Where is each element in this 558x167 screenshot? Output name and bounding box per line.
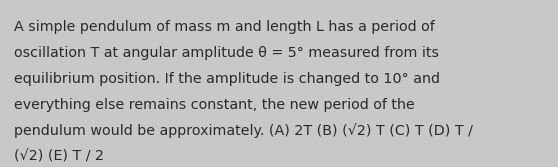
- Text: oscillation T at angular amplitude θ = 5° measured from its: oscillation T at angular amplitude θ = 5…: [14, 46, 439, 60]
- Text: A simple pendulum of mass m and length L has a period of: A simple pendulum of mass m and length L…: [14, 20, 435, 34]
- Text: equilibrium position. If the amplitude is changed to 10° and: equilibrium position. If the amplitude i…: [14, 72, 440, 86]
- Text: (√2) (E) T / 2: (√2) (E) T / 2: [14, 149, 104, 163]
- Text: everything else remains constant, the new period of the: everything else remains constant, the ne…: [14, 98, 415, 112]
- Text: pendulum would be approximately. (A) 2T (B) (√2) T (C) T (D) T /: pendulum would be approximately. (A) 2T …: [14, 124, 473, 138]
